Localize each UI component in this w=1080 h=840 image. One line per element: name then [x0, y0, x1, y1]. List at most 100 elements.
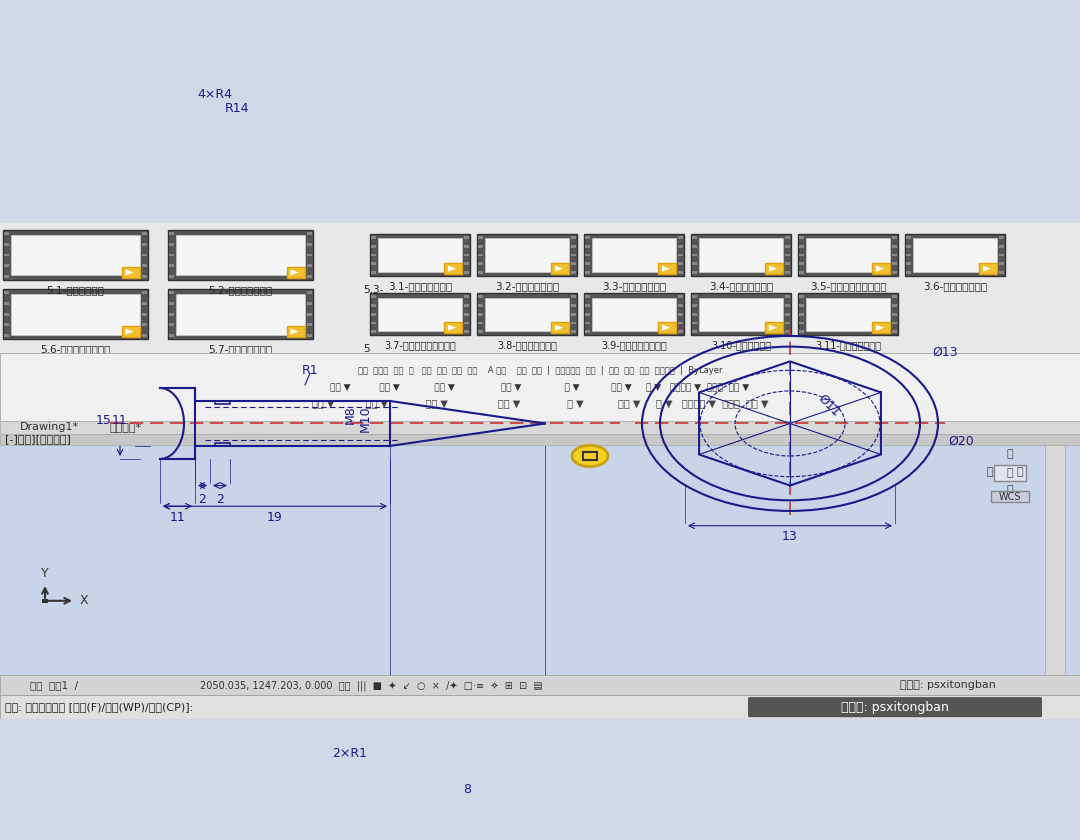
- Bar: [478, 244, 483, 248]
- Bar: [0, 223, 1080, 353]
- Bar: [307, 232, 311, 235]
- Bar: [785, 312, 789, 316]
- Bar: [307, 265, 311, 267]
- Bar: [168, 334, 174, 337]
- Bar: [464, 262, 469, 265]
- Bar: [478, 236, 483, 239]
- Bar: [678, 271, 683, 274]
- Text: Ø11: Ø11: [815, 392, 842, 419]
- Bar: [906, 271, 912, 274]
- FancyBboxPatch shape: [748, 697, 1042, 717]
- Bar: [892, 330, 897, 333]
- Bar: [121, 326, 139, 337]
- Bar: [999, 254, 1004, 256]
- Bar: [168, 276, 174, 278]
- FancyBboxPatch shape: [691, 234, 791, 276]
- Bar: [978, 263, 997, 274]
- Text: 3.5-六角开槽螺母的绘制: 3.5-六角开槽螺母的绘制: [810, 281, 887, 291]
- Bar: [168, 265, 174, 267]
- Text: 模型  布局1  /: 模型 布局1 /: [30, 680, 78, 690]
- Bar: [307, 334, 311, 337]
- Bar: [141, 276, 147, 278]
- Text: 5.6-转接管实体的绘制: 5.6-转接管实体的绘制: [40, 344, 110, 354]
- Bar: [678, 295, 683, 298]
- Bar: [692, 304, 697, 307]
- Polygon shape: [769, 265, 777, 271]
- Bar: [571, 271, 576, 274]
- FancyBboxPatch shape: [370, 234, 470, 276]
- Bar: [372, 330, 376, 333]
- Bar: [464, 295, 469, 298]
- Bar: [372, 244, 376, 248]
- Bar: [307, 323, 311, 327]
- Bar: [0, 433, 1080, 445]
- Bar: [692, 244, 697, 248]
- Bar: [906, 244, 912, 248]
- Bar: [699, 239, 783, 271]
- Bar: [168, 243, 174, 245]
- Bar: [571, 312, 576, 316]
- Text: 3.11-平焊法兰的绘制: 3.11-平焊法兰的绘制: [815, 340, 881, 350]
- Bar: [872, 323, 890, 333]
- Text: 自攻螺钉*: 自攻螺钉*: [110, 422, 143, 432]
- Bar: [785, 271, 789, 274]
- Text: 3.10-圆锥销的绘制: 3.10-圆锥销的绘制: [711, 340, 771, 350]
- FancyBboxPatch shape: [167, 289, 312, 339]
- Bar: [678, 262, 683, 265]
- Bar: [585, 295, 590, 298]
- Bar: [0, 353, 1080, 421]
- Bar: [892, 244, 897, 248]
- Bar: [141, 302, 147, 305]
- Bar: [141, 243, 147, 245]
- Bar: [692, 322, 697, 324]
- Bar: [286, 326, 305, 337]
- Text: 5.1-长方体的创建: 5.1-长方体的创建: [46, 285, 104, 295]
- Bar: [585, 312, 590, 316]
- Bar: [464, 322, 469, 324]
- Bar: [11, 294, 139, 334]
- Text: 11: 11: [111, 414, 127, 427]
- FancyBboxPatch shape: [370, 293, 470, 335]
- Bar: [478, 304, 483, 307]
- Text: 5: 5: [363, 344, 369, 354]
- Bar: [799, 312, 804, 316]
- Bar: [678, 312, 683, 316]
- Bar: [168, 291, 174, 294]
- Bar: [892, 236, 897, 239]
- Bar: [799, 244, 804, 248]
- Bar: [692, 271, 697, 274]
- Bar: [372, 295, 376, 298]
- Bar: [3, 334, 9, 337]
- Bar: [485, 239, 569, 271]
- Bar: [692, 262, 697, 265]
- Bar: [168, 232, 174, 235]
- FancyBboxPatch shape: [167, 230, 312, 280]
- FancyBboxPatch shape: [798, 234, 897, 276]
- Polygon shape: [555, 325, 563, 331]
- Text: 5.3-: 5.3-: [363, 285, 383, 295]
- Bar: [141, 323, 147, 327]
- Bar: [799, 330, 804, 333]
- FancyBboxPatch shape: [2, 289, 148, 339]
- Bar: [478, 330, 483, 333]
- Polygon shape: [448, 265, 456, 271]
- Bar: [678, 254, 683, 256]
- Text: WCS: WCS: [999, 491, 1022, 501]
- Bar: [372, 236, 376, 239]
- Bar: [464, 244, 469, 248]
- Text: Ø20: Ø20: [948, 434, 974, 448]
- Text: M10: M10: [359, 406, 372, 432]
- Bar: [478, 312, 483, 316]
- Bar: [692, 295, 697, 298]
- Bar: [141, 334, 147, 337]
- Bar: [585, 254, 590, 256]
- FancyBboxPatch shape: [798, 293, 897, 335]
- Bar: [913, 239, 997, 271]
- Bar: [799, 304, 804, 307]
- Text: X: X: [80, 594, 89, 607]
- Bar: [3, 243, 9, 245]
- Text: Drawing1*: Drawing1*: [21, 422, 79, 432]
- Bar: [571, 254, 576, 256]
- Text: 3.4-滚花螺母的绘制: 3.4-滚花螺母的绘制: [708, 281, 773, 291]
- Bar: [799, 236, 804, 239]
